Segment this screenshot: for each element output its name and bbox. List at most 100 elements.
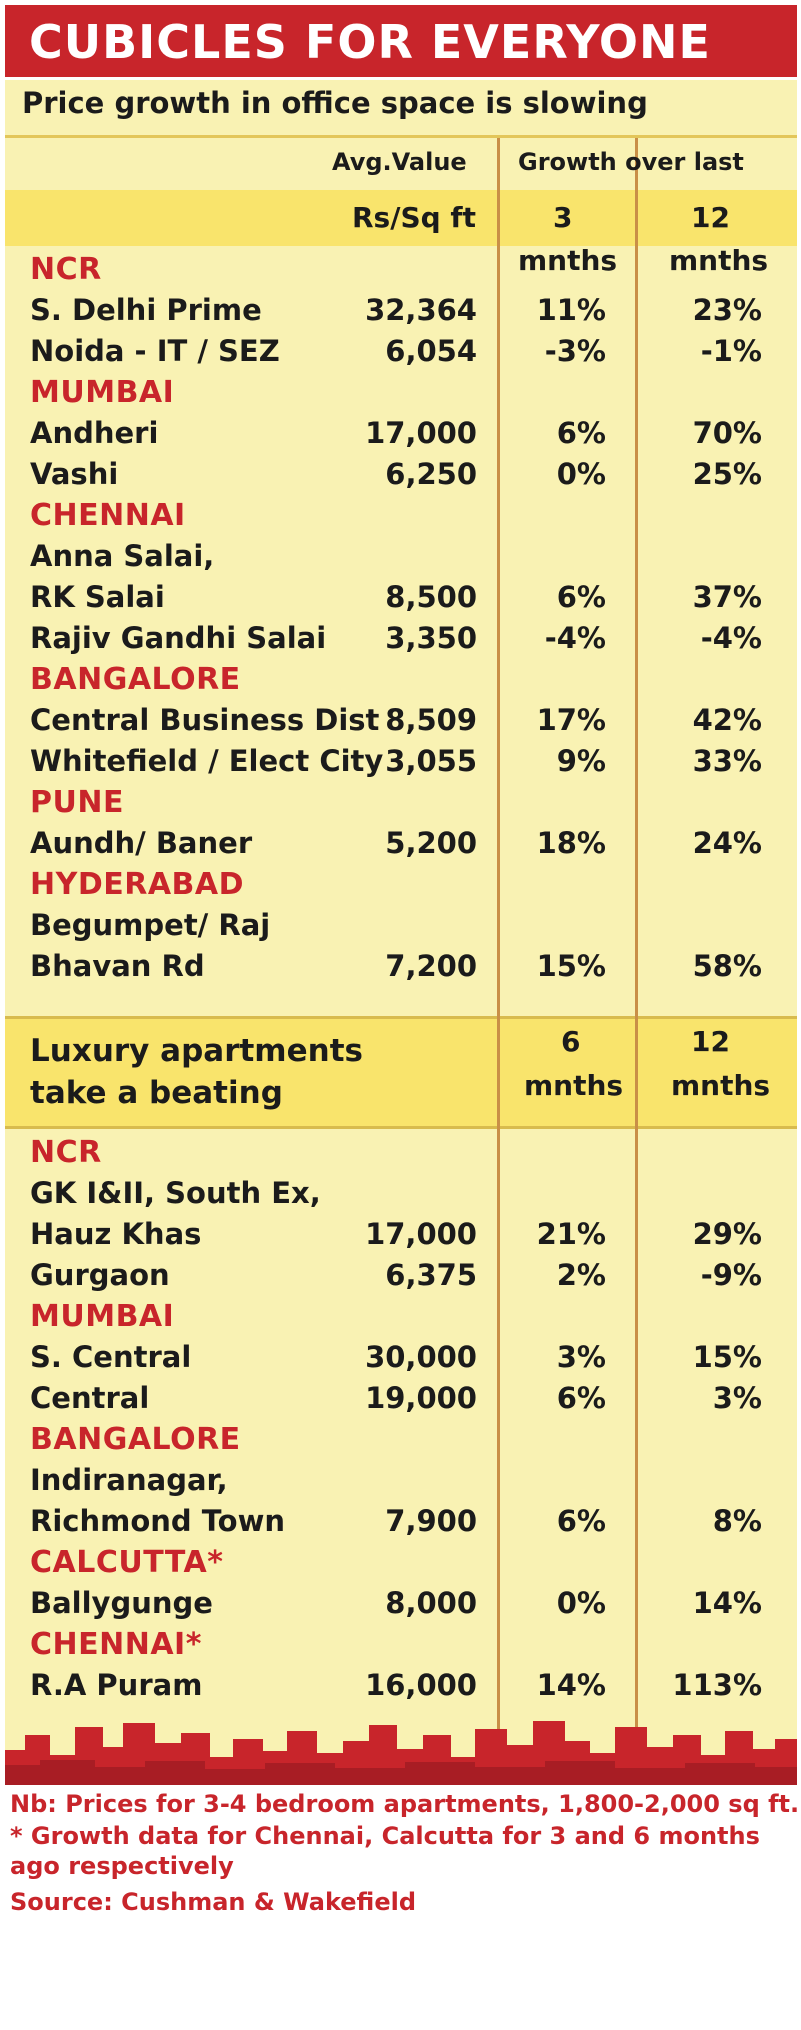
- growth-period-2-cell: -4%: [700, 621, 762, 655]
- avg-value-cell: 30,000: [365, 1340, 477, 1374]
- office-period-1-label: mnths: [518, 244, 618, 277]
- city-heading: CHENNAI: [30, 498, 186, 533]
- avg-value-cell: 7,200: [385, 949, 477, 983]
- growth-period-2-cell: 14%: [692, 1586, 762, 1620]
- city-heading: PUNE: [30, 785, 124, 820]
- location-label: Richmond Town: [30, 1504, 286, 1538]
- location-label: Vashi: [30, 457, 119, 491]
- growth-period-2-cell: 42%: [692, 703, 762, 737]
- luxury-header-band: [5, 1018, 797, 1126]
- growth-period-1-cell: 6%: [556, 1504, 606, 1538]
- growth-period-1-cell: 6%: [556, 1381, 606, 1415]
- avg-value-cell: 6,250: [385, 457, 477, 491]
- luxury-period-2-label: mnths: [671, 1069, 771, 1102]
- city-heading: BANGALORE: [30, 662, 241, 697]
- growth-period-2-cell: 15%: [692, 1340, 762, 1374]
- location-label: S. Delhi Prime: [30, 293, 262, 327]
- title-bar: CUBICLES FOR EVERYONE: [5, 5, 797, 77]
- divider: [5, 135, 797, 138]
- growth-period-2-cell: 23%: [692, 293, 762, 327]
- office-period-2-number: 12: [691, 201, 730, 234]
- growth-period-2-cell: 33%: [692, 744, 762, 778]
- chart-title: CUBICLES FOR EVERYONE: [29, 15, 711, 69]
- growth-period-1-cell: 2%: [556, 1258, 606, 1292]
- growth-header: Growth over last: [518, 148, 744, 176]
- city-heading: CHENNAI*: [30, 1627, 202, 1662]
- growth-period-1-cell: 3%: [556, 1340, 606, 1374]
- luxury-period-2-number: 12: [691, 1025, 730, 1058]
- growth-period-1-cell: 18%: [536, 826, 606, 860]
- location-label: Indiranagar,: [30, 1463, 228, 1497]
- location-label: Whitefield / Elect City: [30, 744, 384, 778]
- location-label: Bhavan Rd: [30, 949, 205, 983]
- table-panel: [5, 80, 797, 1785]
- location-label: Central: [30, 1381, 150, 1415]
- growth-period-2-cell: 29%: [692, 1217, 762, 1251]
- city-heading: MUMBAI: [30, 375, 175, 410]
- growth-period-2-cell: 58%: [692, 949, 762, 983]
- avg-value-cell: 6,054: [385, 334, 477, 368]
- growth-period-1-cell: 14%: [536, 1668, 606, 1702]
- skyline-illustration: [5, 1721, 797, 1785]
- column-divider: [497, 138, 500, 1773]
- avg-value-cell: 3,350: [385, 621, 477, 655]
- growth-period-1-cell: 11%: [536, 293, 606, 327]
- luxury-period-1-label: mnths: [524, 1069, 624, 1102]
- location-label: R.A Puram: [30, 1668, 203, 1702]
- unit-header: Rs/Sq ft: [352, 201, 476, 234]
- growth-period-1-cell: -3%: [544, 334, 606, 368]
- location-label: GK I&II, South Ex,: [30, 1176, 321, 1210]
- location-label: Rajiv Gandhi Salai: [30, 621, 327, 655]
- growth-period-2-cell: 8%: [712, 1504, 762, 1538]
- city-heading: HYDERABAD: [30, 867, 245, 902]
- location-label: Noida - IT / SEZ: [30, 334, 280, 368]
- location-label: Andheri: [30, 416, 159, 450]
- luxury-period-1-number: 6: [561, 1025, 581, 1058]
- growth-period-1-cell: 17%: [536, 703, 606, 737]
- location-label: Gurgaon: [30, 1258, 170, 1292]
- office-period-2-label: mnths: [669, 244, 769, 277]
- location-label: Hauz Khas: [30, 1217, 202, 1251]
- location-label: Anna Salai,: [30, 539, 215, 573]
- avg-value-cell: 3,055: [385, 744, 477, 778]
- skyline-silhouette-back: [5, 1760, 797, 1785]
- city-heading: NCR: [30, 252, 102, 287]
- growth-period-1-cell: 6%: [556, 416, 606, 450]
- avg-value-cell: 7,900: [385, 1504, 477, 1538]
- growth-period-1-cell: 9%: [556, 744, 606, 778]
- location-label: Ballygunge: [30, 1586, 213, 1620]
- location-label: Begumpet/ Raj: [30, 908, 271, 942]
- source-note: Source: Cushman & Wakefield: [10, 1888, 417, 1916]
- growth-period-1-cell: 0%: [556, 457, 606, 491]
- avg-value-cell: 6,375: [385, 1258, 477, 1292]
- growth-period-1-cell: 15%: [536, 949, 606, 983]
- luxury-section-title: Luxury apartments: [30, 1033, 363, 1069]
- growth-period-1-cell: 21%: [536, 1217, 606, 1251]
- avg-value-header: Avg.Value: [332, 148, 467, 176]
- location-label: Aundh/ Baner: [30, 826, 253, 860]
- unit-header-band: [5, 190, 797, 246]
- avg-value-cell: 16,000: [365, 1668, 477, 1702]
- avg-value-cell: 19,000: [365, 1381, 477, 1415]
- growth-period-1-cell: 6%: [556, 580, 606, 614]
- growth-period-2-cell: -9%: [700, 1258, 762, 1292]
- avg-value-cell: 8,509: [385, 703, 477, 737]
- avg-value-cell: 5,200: [385, 826, 477, 860]
- growth-period-2-cell: 113%: [672, 1668, 762, 1702]
- divider: [5, 1016, 797, 1019]
- divider: [5, 1126, 797, 1129]
- avg-value-cell: 17,000: [365, 416, 477, 450]
- growth-period-1-cell: -4%: [544, 621, 606, 655]
- office-period-1-number: 3: [553, 201, 573, 234]
- footnote: * Growth data for Chennai, Calcutta for …: [10, 1822, 760, 1850]
- city-heading: CALCUTTA*: [30, 1545, 224, 1580]
- growth-period-2-cell: -1%: [700, 334, 762, 368]
- avg-value-cell: 8,000: [385, 1586, 477, 1620]
- luxury-section-title: take a beating: [30, 1075, 283, 1111]
- growth-period-2-cell: 70%: [692, 416, 762, 450]
- growth-period-2-cell: 37%: [692, 580, 762, 614]
- location-label: Central Business Dist: [30, 703, 380, 737]
- avg-value-cell: 32,364: [365, 293, 477, 327]
- growth-period-2-cell: 3%: [712, 1381, 762, 1415]
